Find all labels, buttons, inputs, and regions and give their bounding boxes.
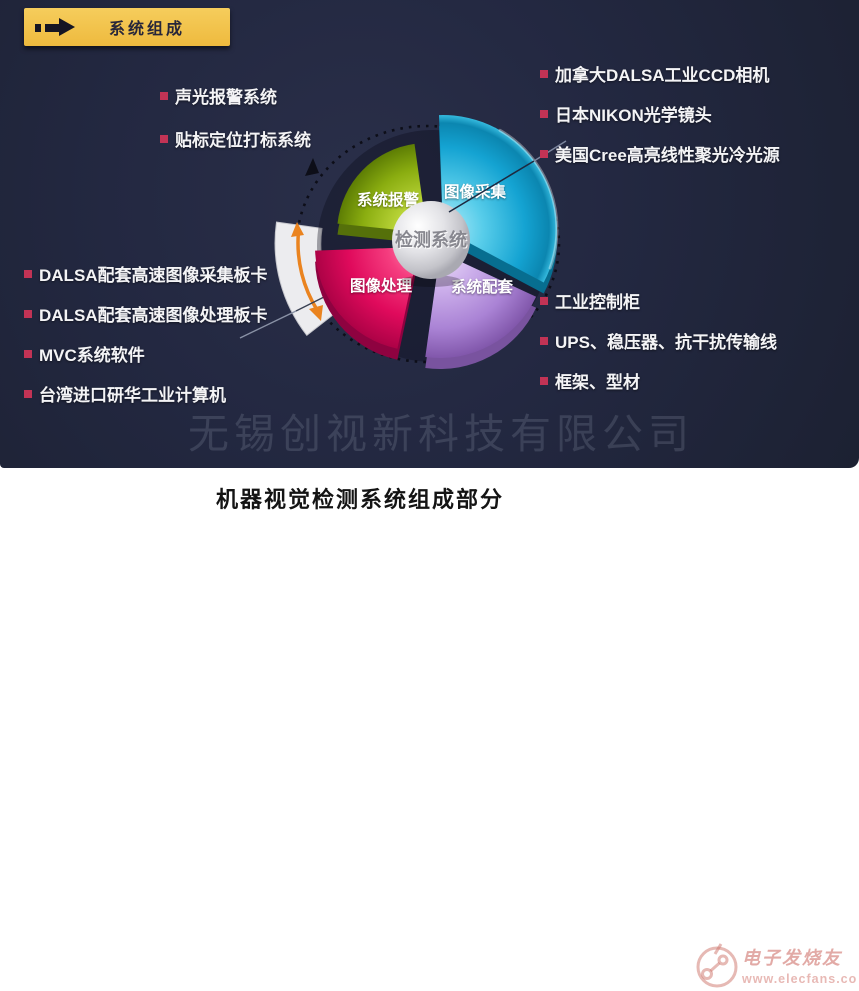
list-item: 框架、型材 — [540, 369, 777, 392]
list-item: 美国Cree高亮线性聚光冷光源 — [540, 142, 780, 165]
orange-curved-arrow — [296, 233, 319, 312]
list-item: DALSA配套高速图像采集板卡 — [24, 262, 268, 285]
pie-segment-alarm — [337, 143, 427, 233]
slide-caption: 机器视觉检测系统组成部分 — [215, 487, 504, 512]
bullet-icon — [24, 390, 32, 398]
watermark: 无锡创视新科技有限公司 — [188, 410, 694, 458]
bullet-list-acquisition: 加拿大DALSA工业CCD相机 日本NIKON光学镜头 美国Cree高亮线性聚光… — [540, 62, 780, 182]
list-item: 工业控制柜 — [540, 289, 777, 312]
pie-segment-label-alarm: 系统报警 — [357, 190, 420, 209]
svg-text:检测系统: 检测系统 — [396, 230, 468, 251]
composition-pie-chart: 系统报警 图像采集 图像处理 系统配套 检测系统 检测系统 — [239, 115, 567, 370]
section-tab: 系统组成 — [24, 8, 230, 46]
dashed-guide-circle — [295, 124, 561, 364]
pie-segment-label-processing: 图像处理 — [350, 276, 413, 295]
highlight-wedge — [274, 221, 343, 337]
list-item: MVC系统软件 — [24, 342, 268, 365]
list-item: 台湾进口研华工业计算机 — [24, 382, 268, 405]
list-item: UPS、稳压器、抗干扰传输线 — [540, 329, 777, 352]
bullet-icon — [160, 92, 168, 100]
bullet-icon — [24, 270, 32, 278]
bullet-icon — [540, 70, 548, 78]
bullet-list-processing: DALSA配套高速图像采集板卡 DALSA配套高速图像处理板卡 MVC系统软件 … — [24, 262, 268, 422]
bullet-icon — [540, 297, 548, 305]
pie-segment-support — [425, 252, 537, 359]
pie-center-label: 检测系统 — [395, 229, 467, 250]
bullet-list-alarm: 声光报警系统 贴标定位打标系统 — [160, 84, 311, 170]
bullet-icon — [540, 110, 548, 118]
elecfans-logo: 电子发烧友 www.elecfans.com — [696, 943, 858, 988]
section-tab-label: 系统组成 — [108, 21, 185, 38]
pie-segment-label-support: 系统配套 — [451, 277, 514, 296]
leader-line-acquisition — [448, 140, 567, 213]
bullet-icon — [540, 150, 548, 158]
bullet-icon — [24, 350, 32, 358]
bullet-icon — [160, 135, 168, 143]
bullet-icon — [540, 377, 548, 385]
list-item: 加拿大DALSA工业CCD相机 — [540, 62, 780, 85]
arrow-right-icon — [35, 18, 75, 36]
bullet-list-support: 工业控制柜 UPS、稳压器、抗干扰传输线 框架、型材 — [540, 289, 777, 409]
bullet-icon — [24, 310, 32, 318]
logo-url-text: www.elecfans.com — [741, 972, 858, 986]
list-item: 日本NIKON光学镜头 — [540, 102, 780, 125]
list-item: DALSA配套高速图像处理板卡 — [24, 302, 268, 325]
pie-segment-label-acquisition: 图像采集 — [444, 182, 507, 201]
logo-brand-text: 电子发烧友 — [742, 948, 843, 968]
pie-center-sphere: 检测系统 检测系统 — [392, 201, 470, 287]
logo-circuit-icon — [696, 943, 738, 988]
pie-segment-processing — [315, 247, 419, 349]
footer-strip: 机器视觉检测系统组成部分 电子发烧友 www.elecfans.com — [0, 468, 859, 988]
slide-background: 系统组成 — [0, 0, 859, 468]
list-item: 贴标定位打标系统 — [160, 127, 311, 150]
bullet-icon — [540, 337, 548, 345]
list-item: 声光报警系统 — [160, 84, 311, 107]
